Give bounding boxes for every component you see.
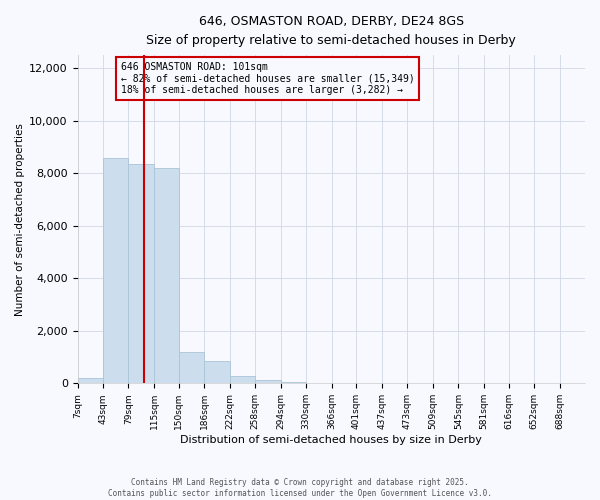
Text: 646 OSMASTON ROAD: 101sqm
← 82% of semi-detached houses are smaller (15,349)
18%: 646 OSMASTON ROAD: 101sqm ← 82% of semi-… [121, 62, 415, 95]
Bar [128, 164, 154, 384]
Bar [154, 168, 179, 384]
Bar [255, 380, 281, 384]
Title: 646, OSMASTON ROAD, DERBY, DE24 8GS
Size of property relative to semi-detached h: 646, OSMASTON ROAD, DERBY, DE24 8GS Size… [146, 15, 516, 47]
Y-axis label: Number of semi-detached properties: Number of semi-detached properties [15, 123, 25, 316]
Text: Contains HM Land Registry data © Crown copyright and database right 2025.
Contai: Contains HM Land Registry data © Crown c… [108, 478, 492, 498]
Bar [103, 158, 128, 384]
X-axis label: Distribution of semi-detached houses by size in Derby: Distribution of semi-detached houses by … [181, 435, 482, 445]
Bar [179, 352, 204, 384]
Bar [230, 376, 255, 384]
Bar [204, 361, 230, 384]
Bar [77, 378, 103, 384]
Bar [281, 382, 306, 384]
